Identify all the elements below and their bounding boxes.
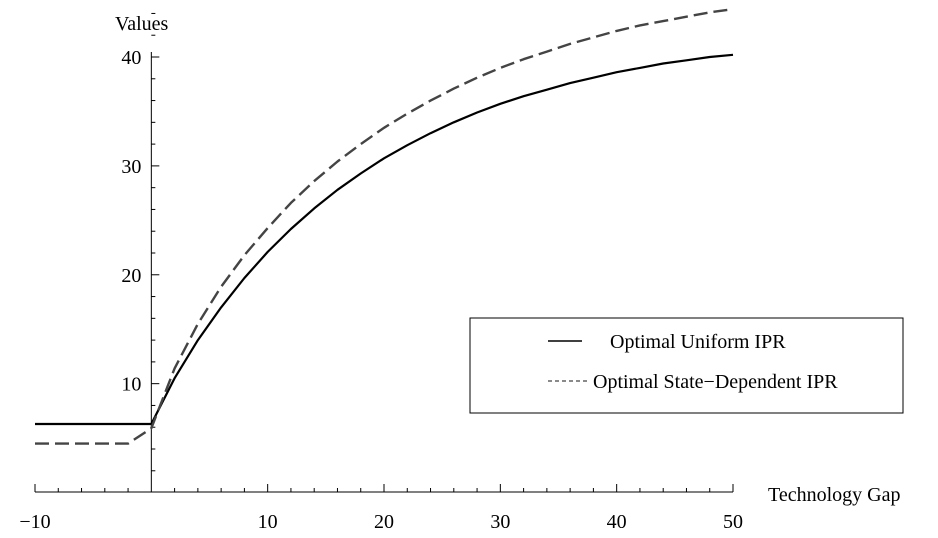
y-ticks: 10 20 30 40: [121, 12, 160, 472]
series-layer: [35, 7, 734, 445]
axes: −10 10 20 30 40 50 10 20 30 40: [19, 12, 743, 533]
y-tick-label: 40: [121, 47, 141, 69]
series-line-state-dependent: [35, 7, 734, 445]
series-line-uniform: [35, 53, 734, 426]
x-tick-label: 30: [490, 511, 510, 533]
y-tick-label: 20: [121, 265, 141, 287]
y-axis-title: Values: [115, 13, 169, 35]
y-tick-label: 30: [121, 156, 141, 178]
x-tick-label: 20: [374, 511, 394, 533]
x-tick-label: −10: [19, 511, 50, 533]
legend-label-uniform: Optimal Uniform IPR: [610, 331, 786, 353]
x-tick-label: 10: [258, 511, 278, 533]
legend-box: [469, 317, 904, 414]
x-axis-title: Technology Gap: [768, 484, 900, 506]
x-ticks: −10 10 20 30 40 50: [19, 484, 743, 533]
legend-label-state-dependent: Optimal State−Dependent IPR: [593, 371, 838, 393]
x-tick-label: 50: [723, 511, 743, 533]
x-tick-label: 40: [607, 511, 627, 533]
y-tick-label: 10: [121, 374, 141, 396]
legend: Optimal Uniform IPR Optimal State−Depend…: [469, 317, 904, 414]
